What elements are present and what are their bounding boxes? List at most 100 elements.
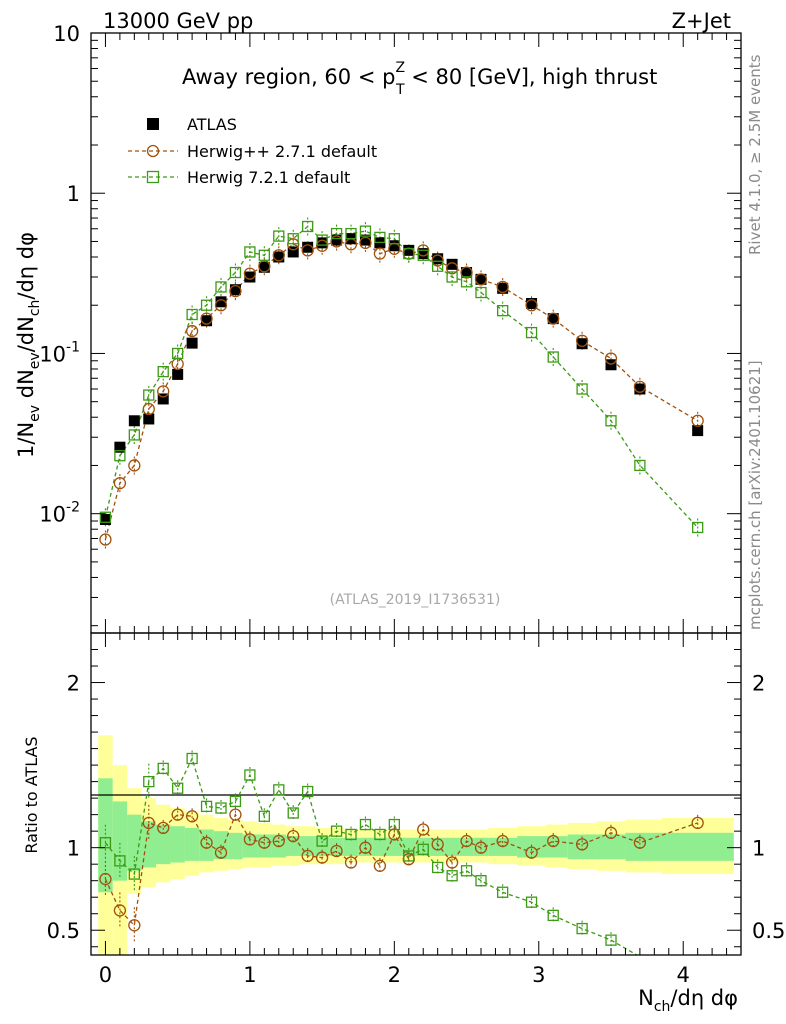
atlas-point (244, 271, 256, 283)
herwig7-ratio-point (605, 934, 617, 946)
atlas-point (634, 383, 646, 395)
herwigpp-point (633, 380, 647, 393)
ratio-plot-frame (90, 632, 742, 956)
herwigpp-ratio-point (633, 836, 647, 849)
herwig7-ratio-point (186, 752, 198, 765)
legend-herwigpp-marker (146, 144, 160, 158)
atlas-point (229, 284, 241, 296)
herwigpp-point (474, 273, 488, 286)
y-tick-label: 10-2 (39, 500, 80, 527)
herwigpp-ratio-point (258, 836, 271, 849)
uncertainty-band-inner (112, 801, 128, 881)
herwigpp-ratio-point (243, 833, 257, 846)
atlas-point (576, 338, 588, 350)
uncertainty-band-inner (444, 837, 460, 856)
herwigpp-ratio-point (113, 904, 127, 917)
uncertainty-band-inner (546, 836, 568, 858)
herwig7-point (258, 249, 270, 261)
herwig7-ratio-point (497, 886, 509, 898)
herwigpp-point (575, 334, 589, 347)
uncertainty-band-inner (184, 827, 200, 861)
herwig7-point (215, 281, 227, 293)
herwig7-point (244, 246, 256, 258)
herwigpp-point (229, 284, 242, 298)
herwigpp-ratio-point (445, 856, 459, 869)
herwig7-point (692, 521, 704, 534)
herwig7-point (374, 231, 386, 244)
ratio-y-tick-label-left: 0.5 (47, 919, 80, 943)
herwigpp-ratio-point (287, 829, 300, 843)
herwig7-ratio-point (547, 909, 559, 922)
uncertainty-band-inner (127, 814, 142, 871)
x-tick-label: 4 (677, 963, 690, 987)
ratio-y-axis-label: Ratio to ATLAS (22, 736, 41, 853)
y-tick-label: 10 (53, 22, 80, 46)
process-label: Z+Jet (672, 9, 731, 33)
herwigpp-line (104, 240, 699, 540)
uncertainty-band-inner (343, 837, 359, 856)
herwig7-ratio-point (475, 875, 487, 887)
uncertainty-band-inner (257, 834, 272, 858)
herwigpp-ratio-point (171, 808, 184, 821)
uncertainty-band-inner (661, 832, 734, 861)
atlas-point (461, 267, 473, 279)
ratio-y-tick-label-right: 2 (752, 672, 765, 696)
legend-herwig7-marker (146, 170, 160, 184)
herwig7-ratio-point (330, 825, 343, 837)
herwigpp-ratio-point (460, 834, 473, 848)
herwigpp-point (128, 459, 141, 472)
atlas-point (497, 282, 509, 294)
uncertainty-band-inner (372, 837, 388, 856)
herwig7-ratio-point (229, 795, 242, 808)
herwigpp-point (99, 533, 112, 546)
herwigpp-point (431, 254, 444, 267)
mcplots-source-label: mcplots.cern.ch [arXiv:2401.10621] (746, 360, 764, 630)
herwig7-ratio-point (273, 784, 285, 796)
atlas-point (186, 337, 198, 349)
atlas-point (432, 253, 444, 265)
herwigpp-point (315, 239, 329, 252)
atlas-point (215, 296, 227, 308)
ratio-y-tick-label-right: 1 (752, 837, 765, 861)
herwigpp-point (330, 235, 343, 248)
herwigpp-point (604, 352, 618, 365)
herwig7-point (547, 351, 559, 363)
herwig7-ratio-point (403, 850, 415, 862)
atlas-point (287, 246, 299, 258)
plot-title: Away region, 60 < pZ T < 80 [GeV], high t… (182, 60, 657, 98)
herwigpp-ratio-point (200, 836, 213, 849)
x-tick-label: 3 (532, 963, 545, 987)
herwig7-point (576, 383, 588, 395)
herwig7-ratio-point (359, 818, 372, 831)
uncertainty-band-inner (156, 824, 171, 865)
herwig7-point (316, 234, 328, 246)
herwigpp-point (547, 312, 560, 325)
herwigpp-ratio-point (431, 838, 444, 851)
herwig7-point (200, 299, 213, 311)
herwig7-ratio-point (388, 818, 400, 831)
herwigpp-ratio-point (128, 919, 141, 932)
herwigpp-ratio-point (575, 838, 589, 851)
atlas-point (331, 234, 343, 246)
legend-herwigpp-label: Herwig++ 2.7.1 default (187, 142, 377, 161)
herwig7-ratio-point (244, 769, 256, 781)
herwig7-point (475, 286, 487, 299)
herwig7-point (525, 326, 538, 339)
ratio-y-tick-label-left: 2 (67, 672, 80, 696)
herwigpp-ratio-point (344, 856, 358, 869)
herwigpp-ratio-point (359, 841, 372, 854)
atlas-point (302, 241, 314, 253)
herwig7-ratio-point (316, 835, 328, 847)
atlas-point (172, 368, 184, 380)
herwig7-ratio-point (128, 868, 140, 880)
herwigpp-point (359, 236, 372, 250)
herwigpp-ratio-point (272, 834, 285, 848)
herwig7-point (417, 249, 429, 261)
atlas-point (446, 258, 458, 270)
y-tick-label: 10-1 (39, 339, 80, 366)
atlas-point (475, 273, 487, 285)
herwig7-point (432, 260, 444, 272)
rivet-version-label: Rivet 4.1.0, ≥ 2.5M events (746, 54, 764, 255)
herwig7-point (345, 227, 357, 240)
herwigpp-ratio-point (229, 808, 242, 821)
